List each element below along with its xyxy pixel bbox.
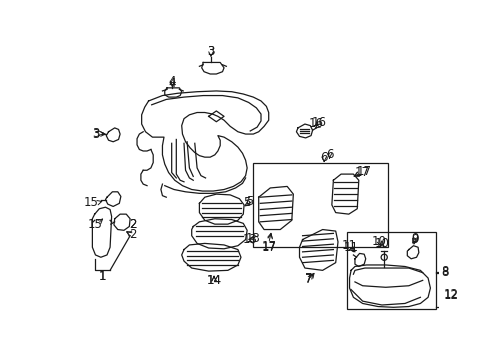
Text: 14: 14: [206, 274, 221, 287]
Text: 17: 17: [353, 165, 371, 178]
Text: 12: 12: [443, 289, 458, 302]
Text: 1: 1: [99, 270, 106, 283]
Text: 3: 3: [207, 45, 214, 58]
Text: 11: 11: [343, 241, 358, 254]
Bar: [346, 232, 435, 309]
Text: 10: 10: [374, 237, 388, 250]
Text: 9: 9: [410, 233, 418, 246]
Text: 2: 2: [129, 228, 137, 240]
Text: 8: 8: [441, 265, 448, 278]
Text: 6: 6: [325, 148, 333, 161]
Text: 7: 7: [305, 273, 312, 286]
Text: 3: 3: [207, 45, 214, 58]
Text: 12: 12: [443, 288, 458, 301]
Text: 15: 15: [87, 218, 102, 231]
Text: 13: 13: [245, 231, 260, 244]
Text: 15: 15: [84, 196, 99, 209]
Text: 11: 11: [342, 239, 356, 252]
Text: 2: 2: [129, 218, 137, 231]
Text: 2: 2: [129, 218, 137, 231]
Text: 5: 5: [245, 194, 253, 208]
Text: 1: 1: [99, 270, 106, 283]
Text: 10: 10: [371, 235, 386, 248]
Text: 9: 9: [410, 231, 418, 244]
Text: 8: 8: [441, 266, 448, 279]
Text: 16: 16: [308, 117, 323, 130]
Text: 16: 16: [311, 116, 325, 129]
Text: 6: 6: [320, 150, 327, 164]
Text: 3: 3: [92, 127, 100, 140]
Text: 3: 3: [92, 127, 103, 140]
Text: 5: 5: [243, 196, 250, 209]
Text: 14: 14: [206, 274, 221, 287]
Text: 17: 17: [261, 234, 276, 253]
Text: 13: 13: [243, 233, 257, 246]
Text: 17: 17: [354, 166, 369, 179]
Bar: [253, 163, 387, 247]
Text: 17: 17: [261, 241, 276, 254]
Text: 7: 7: [305, 271, 312, 284]
Text: 4: 4: [168, 77, 176, 90]
Text: 4: 4: [168, 75, 176, 88]
